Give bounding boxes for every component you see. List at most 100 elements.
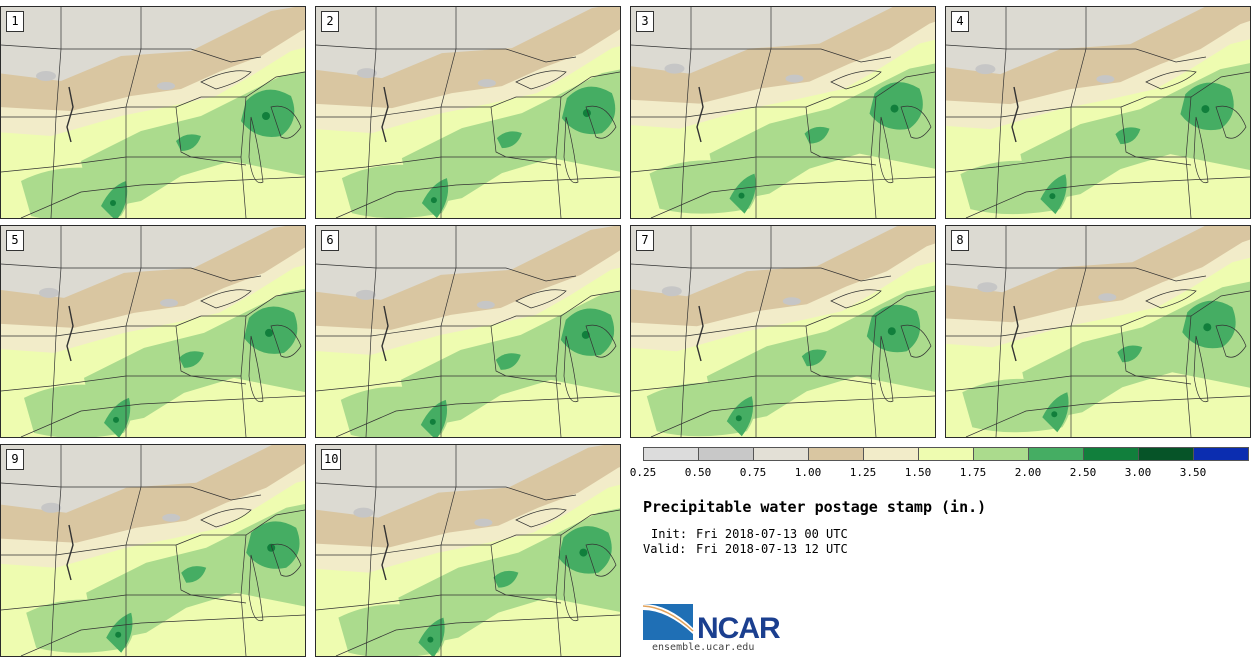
precipitable-water-map: [1, 445, 305, 656]
border-line: [1120, 325, 1192, 437]
moist-speck: [735, 415, 742, 422]
border-line: [1, 375, 247, 392]
field-layer: [946, 7, 1250, 218]
border-line: [20, 395, 305, 437]
panel-number-label: 1: [6, 11, 24, 32]
field-layer: [316, 7, 620, 218]
legend-swatch: [863, 447, 919, 461]
border-line: [316, 263, 577, 282]
border-line: [946, 106, 1121, 118]
moisture-patch: [962, 378, 1071, 433]
border-line: [490, 544, 562, 656]
lake-huron-outline: [1215, 105, 1247, 139]
border-line: [440, 7, 457, 218]
border-line: [1, 482, 262, 501]
state-boundaries: [631, 226, 935, 437]
river-line: [66, 305, 74, 362]
dry-blob: [41, 502, 62, 513]
border-line: [365, 445, 377, 656]
legend-swatch: [753, 447, 809, 461]
moist-core-central: [801, 349, 827, 367]
dry-blob: [356, 68, 377, 79]
lake-michigan-outline: [248, 554, 264, 622]
border-line: [175, 544, 247, 656]
border-line: [631, 106, 806, 118]
border-line: [316, 375, 562, 392]
moist-core-central: [1115, 127, 1141, 145]
border-line: [316, 156, 562, 173]
border-line: [20, 176, 305, 218]
legend-swatch: [1028, 447, 1084, 461]
field-layer: [1, 445, 305, 656]
field-layer: [316, 226, 620, 437]
lake-superior-outline: [515, 289, 567, 309]
lake-michigan-outline: [878, 116, 894, 184]
ensemble-member-panel-1: 1: [0, 6, 306, 219]
border-line: [1, 156, 247, 173]
valid-time: Fri 2018-07-13 12 UTC: [696, 542, 848, 556]
dry-blob: [476, 300, 495, 309]
field-layer: [631, 226, 935, 437]
border-line: [316, 482, 577, 501]
border-line: [440, 226, 457, 437]
moist-speck: [1051, 411, 1058, 418]
panel-number-label: 8: [951, 230, 969, 251]
lake-huron-outline: [585, 543, 617, 577]
border-line: [335, 614, 620, 656]
river-line: [381, 305, 389, 362]
legend-tick-label: 1.00: [794, 466, 822, 479]
legend-swatch: [1138, 447, 1194, 461]
moist-core-south: [101, 181, 128, 218]
precipitable-water-map: [316, 226, 620, 437]
border-line: [1, 544, 176, 556]
legend-swatch: [698, 447, 754, 461]
moist-speck: [427, 636, 434, 643]
border-line: [805, 106, 877, 218]
legend-tick-label: 0.75: [739, 466, 767, 479]
dry-blob: [1096, 75, 1115, 84]
border-line: [946, 44, 1207, 63]
river-line: [1011, 86, 1019, 143]
border-line: [175, 106, 247, 218]
dry-blob: [782, 297, 801, 306]
border-line: [316, 44, 577, 63]
precipitable-water-map: [316, 445, 620, 656]
border-line: [365, 226, 377, 437]
legend-tick-label: 2.00: [1014, 466, 1042, 479]
lake-superior-outline: [830, 70, 882, 90]
field-layer: [1, 226, 305, 437]
panel-number-label: 9: [6, 449, 24, 470]
dry-blob: [355, 289, 376, 300]
border-line: [870, 96, 877, 158]
moist-speck: [429, 418, 436, 425]
border-line: [240, 315, 247, 377]
border-line: [805, 325, 877, 437]
moist-core-central: [496, 131, 522, 149]
border-line: [755, 7, 772, 218]
lake-huron-outline: [585, 105, 617, 139]
moist-speck: [115, 631, 122, 638]
moist-speck: [890, 104, 899, 113]
border-line: [50, 7, 62, 218]
lake-huron-outline: [270, 543, 302, 577]
dry-blob: [664, 63, 685, 74]
dry-blob: [1098, 293, 1117, 302]
state-boundaries: [946, 226, 1250, 437]
border-line: [965, 176, 1250, 218]
legend-tick-label: 1.50: [904, 466, 932, 479]
border-line: [555, 315, 562, 377]
moist-speck: [262, 112, 270, 120]
border-line: [1120, 106, 1192, 218]
ensemble-member-panel-6: 6: [315, 225, 621, 438]
legend-tick-label: 0.50: [684, 466, 712, 479]
panel-number-label: 7: [636, 230, 654, 251]
lake-superior-outline: [200, 70, 252, 90]
dry-blob: [39, 287, 59, 298]
panel-number-label: 4: [951, 11, 969, 32]
river-line: [66, 86, 74, 143]
border-line: [650, 395, 935, 437]
legend-swatch: [1193, 447, 1249, 461]
border-line: [125, 445, 142, 656]
border-line: [631, 325, 806, 337]
precipitable-water-map: [631, 7, 935, 218]
